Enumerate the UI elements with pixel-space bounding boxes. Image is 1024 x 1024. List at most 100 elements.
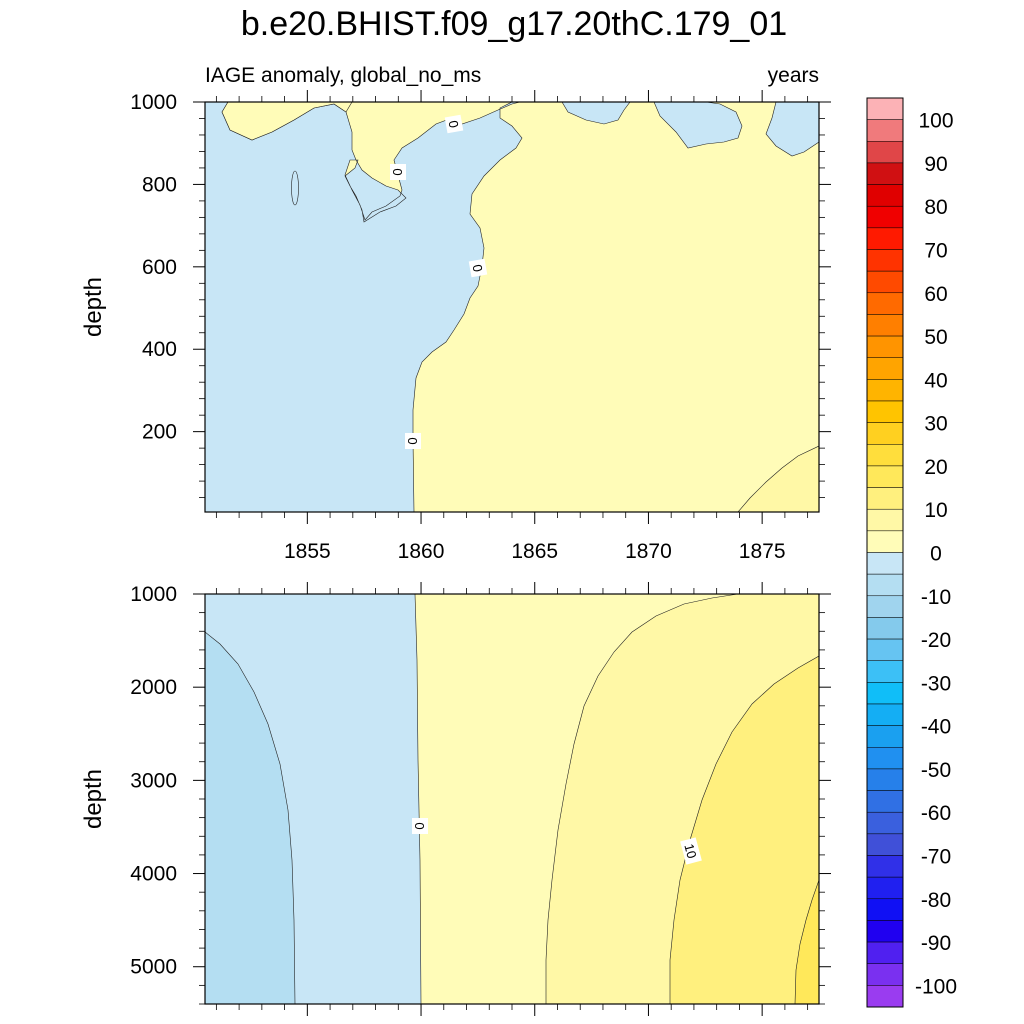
colorbar-label: 0: [930, 543, 942, 566]
upper-contour-labels: 0 0 0 0: [390, 114, 488, 449]
colorbar-swatch: [866, 703, 904, 726]
colorbar-swatch: [866, 465, 904, 488]
colorbar-label: -100: [915, 975, 957, 998]
contour-label: 0: [412, 822, 427, 829]
colorbar-swatch: [866, 530, 904, 553]
upper-axes: 1855 1860 1865 1870 1875 200 400 600 800 1000: [130, 90, 831, 563]
y-tick-label: 800: [142, 173, 177, 196]
chart-title: b.e20.BHIST.f09_g17.20thC.179_01: [241, 5, 787, 43]
colorbar: 1009080706050403020100-10-20-30-40-50-60…: [866, 97, 957, 1008]
contour-label: 10: [681, 842, 699, 860]
colorbar-swatch: [866, 941, 904, 964]
upper-pos-patch: [221, 102, 353, 141]
colorbar-swatch: [866, 638, 904, 661]
lower-axes: 1000 2000 3000 4000 5000: [130, 582, 831, 1016]
upper-blob-2: [561, 102, 631, 125]
x-tick-label: 1865: [511, 540, 558, 563]
colorbar-label: -40: [921, 716, 951, 739]
lower-region-10-15: [669, 655, 819, 1004]
y-tick-label: 5000: [130, 956, 177, 979]
colorbar-swatch: [866, 617, 904, 640]
contour-label: 0: [445, 119, 461, 129]
chart-subtitle-right: years: [768, 64, 819, 87]
colorbar-swatch: [866, 184, 904, 207]
colorbar-swatch: [866, 595, 904, 618]
y-tick-label: 1000: [130, 583, 177, 606]
lower-region-15-20: [794, 879, 819, 1004]
colorbar-swatch: [866, 920, 904, 943]
colorbar-swatch: [866, 768, 904, 791]
colorbar-swatch: [866, 833, 904, 856]
colorbar-swatch: [866, 227, 904, 250]
y-tick-label: 1000: [130, 91, 177, 114]
contour-label: 0: [405, 437, 420, 444]
colorbar-label: -30: [921, 672, 951, 695]
colorbar-label: 80: [924, 196, 947, 219]
lower-ylabel: depth: [80, 769, 107, 829]
colorbar-label: 40: [924, 369, 947, 392]
colorbar-swatch: [866, 855, 904, 878]
colorbar-swatch: [866, 422, 904, 445]
colorbar-swatch: [866, 725, 904, 748]
colorbar-label: -70: [921, 846, 951, 869]
colorbar-label: 90: [924, 153, 947, 176]
lower-contour-labels: 0 10: [412, 818, 702, 865]
colorbar-swatch: [866, 270, 904, 294]
colorbar-swatch: [866, 811, 904, 835]
colorbar-swatch: [866, 573, 904, 597]
colorbar-label: -10: [921, 586, 951, 609]
colorbar-swatch: [866, 162, 904, 185]
y-tick-label: 2000: [130, 676, 177, 699]
y-tick-label: 3000: [130, 769, 177, 792]
colorbar-swatch: [866, 747, 904, 770]
colorbar-swatch: [866, 660, 904, 683]
y-tick-label: 200: [142, 421, 177, 444]
upper-contour-field: [205, 102, 819, 512]
chart-subtitle-left: IAGE anomaly, global_no_ms: [205, 64, 481, 87]
colorbar-label: -60: [921, 802, 951, 825]
colorbar-label: -20: [921, 629, 951, 652]
colorbar-swatch: [866, 314, 904, 337]
colorbar-label: 60: [924, 283, 947, 306]
x-tick-label: 1870: [625, 540, 672, 563]
colorbar-swatch: [866, 682, 904, 705]
colorbar-swatch: [866, 292, 904, 315]
upper-ylabel: depth: [80, 277, 107, 337]
colorbar-swatch: [866, 141, 904, 164]
y-tick-label: 400: [142, 338, 177, 361]
x-tick-label: 1860: [398, 540, 445, 563]
colorbar-swatch: [866, 119, 904, 142]
colorbar-label: -80: [921, 889, 951, 912]
colorbar-swatch: [866, 876, 904, 900]
colorbar-swatch: [866, 985, 904, 1008]
colorbar-swatch: [866, 508, 904, 532]
upper-blob-4: [765, 102, 819, 157]
y-tick-label: 600: [142, 256, 177, 279]
colorbar-swatch: [866, 487, 904, 510]
colorbar-swatch: [866, 357, 904, 380]
y-tick-label: 4000: [130, 863, 177, 886]
colorbar-label: 100: [918, 110, 953, 133]
colorbar-label: 70: [924, 240, 947, 263]
colorbar-label: 20: [924, 456, 947, 479]
lower-region-neg-10-5: [205, 631, 296, 1004]
colorbar-swatch: [866, 898, 904, 921]
contour-label: 0: [390, 168, 405, 175]
colorbar-swatch: [866, 335, 904, 358]
upper-blob-1: [291, 170, 299, 206]
colorbar-swatch: [866, 205, 904, 229]
colorbar-swatch: [866, 97, 904, 120]
colorbar-frame: [866, 97, 904, 1008]
colorbar-label: 50: [924, 326, 947, 349]
upper-region-5-10: [737, 445, 819, 512]
colorbar-label: 30: [924, 413, 947, 436]
lower-contour-field: [205, 594, 819, 1004]
colorbar-swatch: [866, 249, 904, 272]
contour-label: 0: [469, 263, 485, 273]
upper-blob-3: [653, 102, 743, 149]
colorbar-label: 10: [924, 499, 947, 522]
colorbar-swatch: [866, 552, 904, 575]
colorbar-swatch: [866, 444, 904, 467]
x-tick-label: 1855: [284, 540, 331, 563]
